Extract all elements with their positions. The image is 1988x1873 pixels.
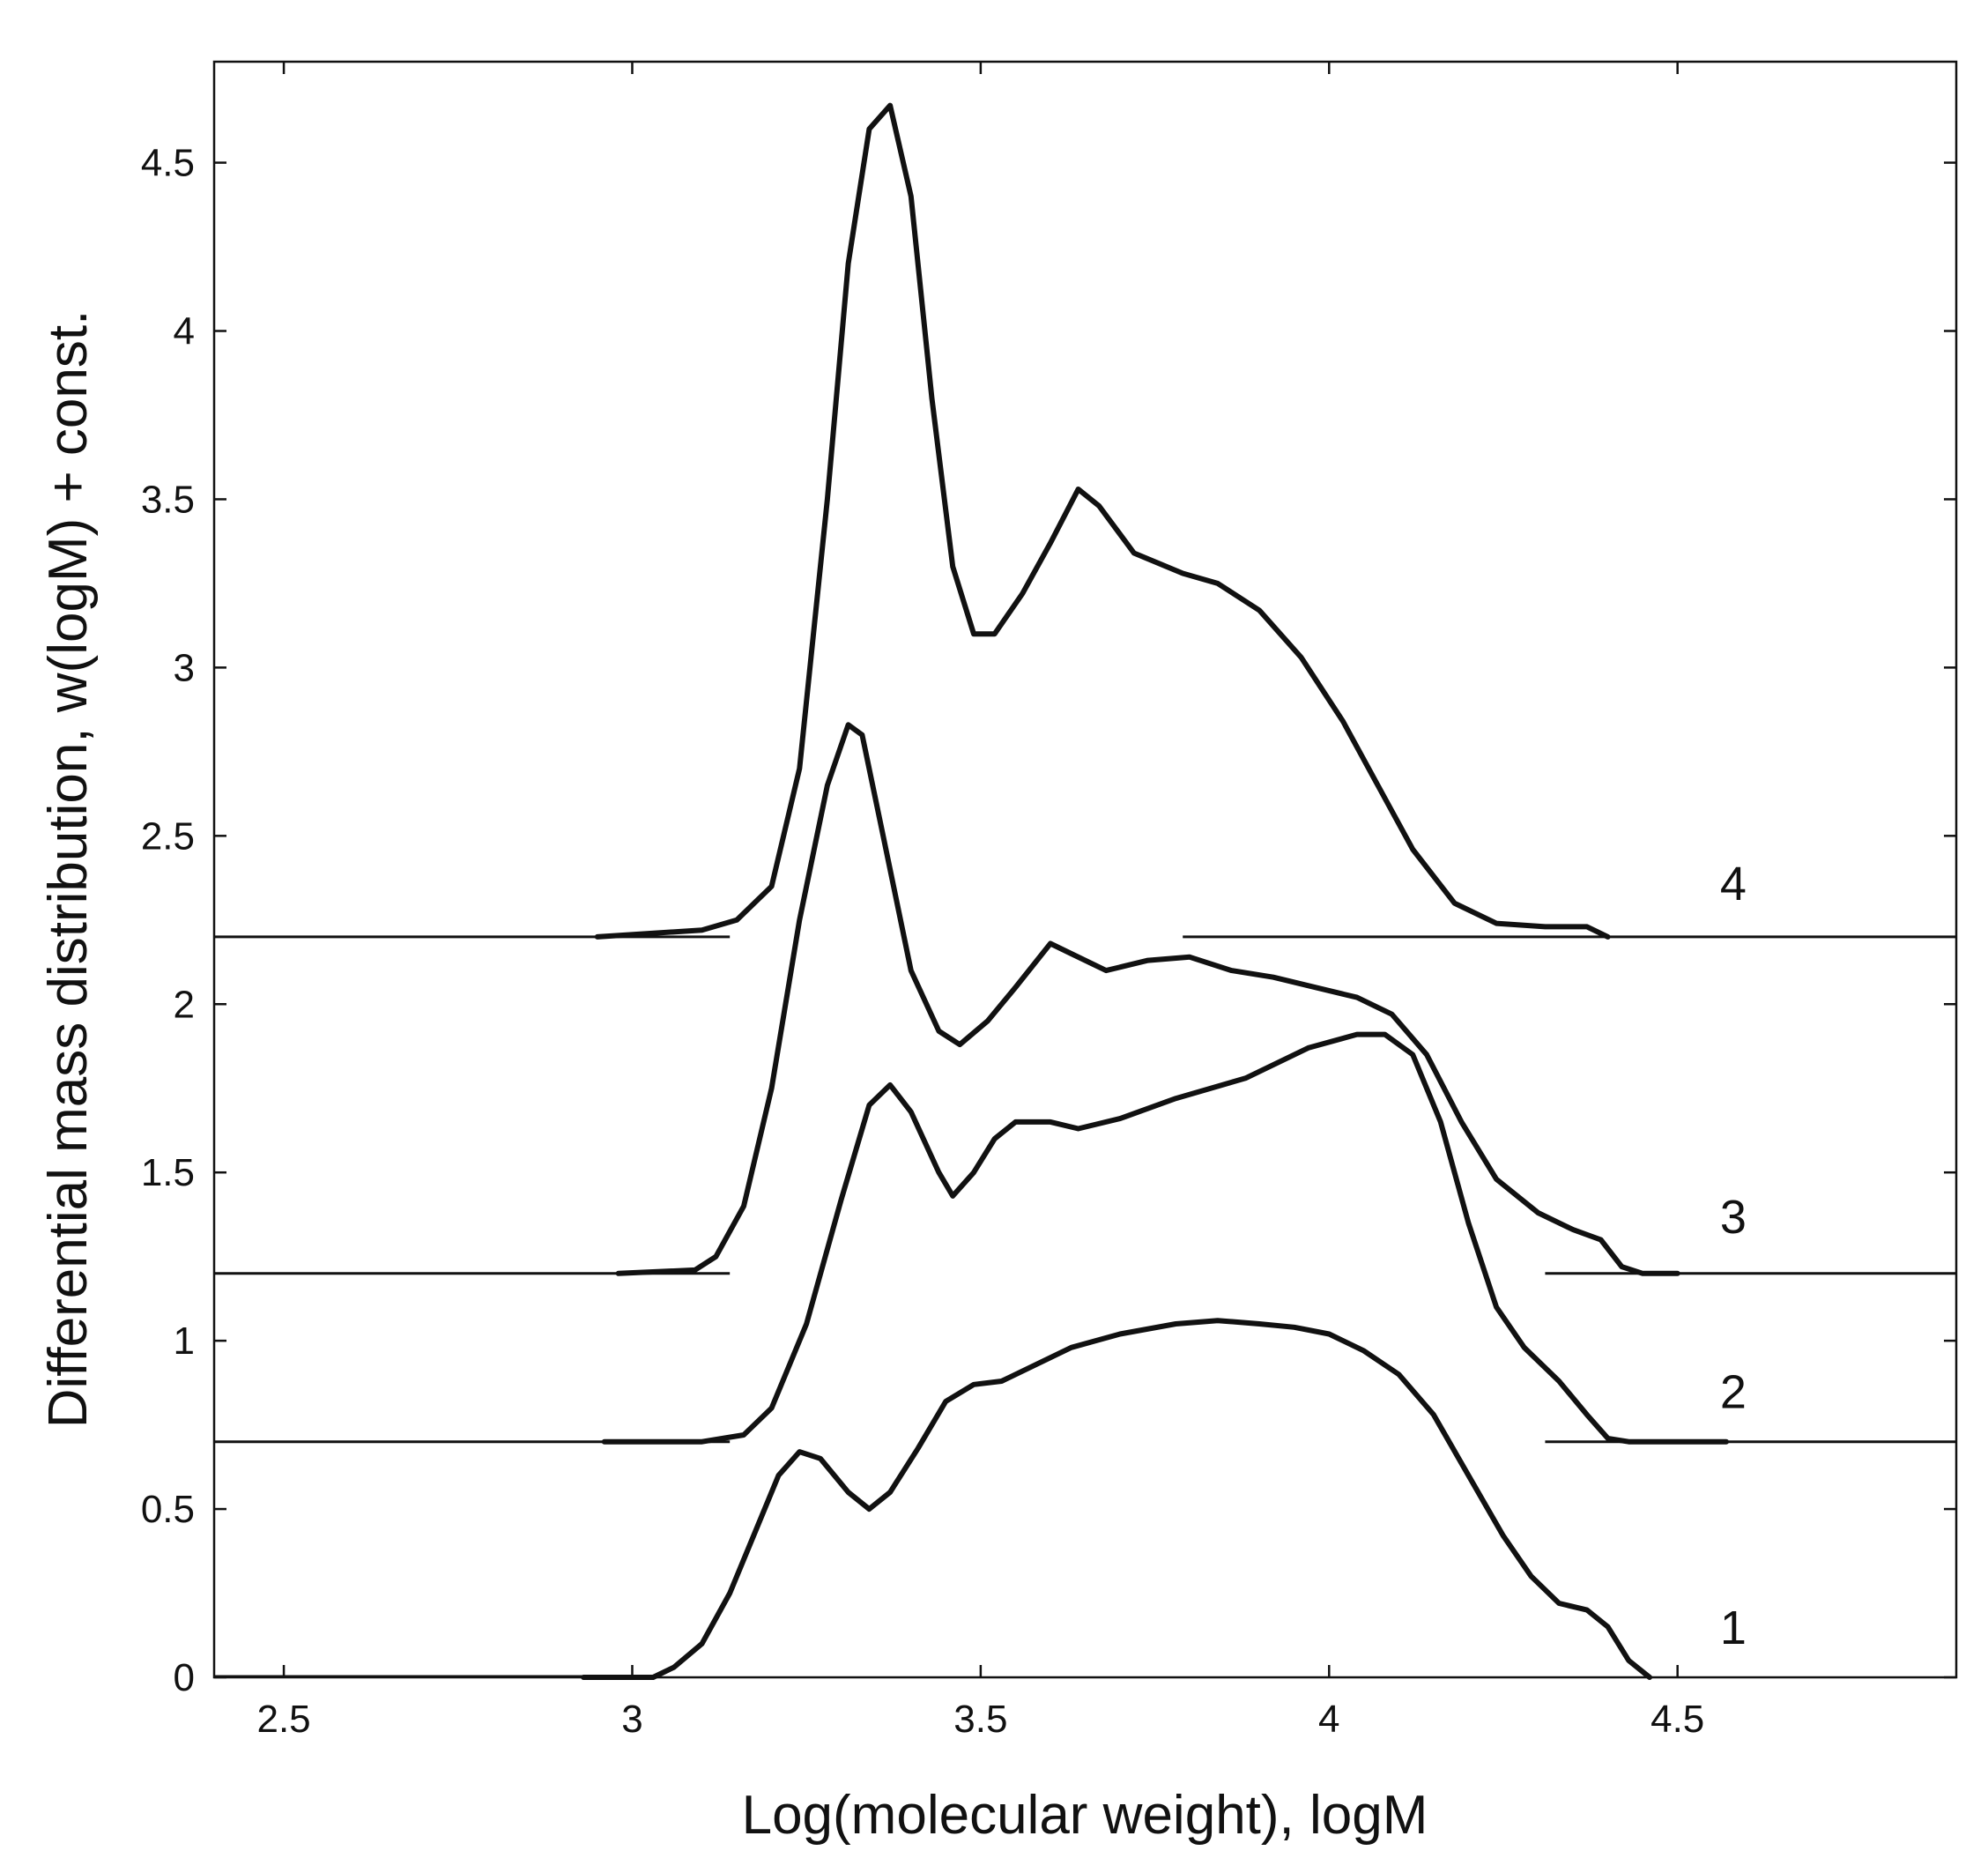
series-4-label: 4 xyxy=(1720,858,1747,910)
y-tick-label: 3.5 xyxy=(141,478,195,521)
x-tick-label: 2.5 xyxy=(256,1698,310,1741)
y-tick-label: 3 xyxy=(174,646,195,689)
y-tick-label: 0 xyxy=(174,1656,195,1699)
series-3-curve xyxy=(615,722,1680,1276)
series-1-label: 1 xyxy=(1720,1602,1747,1654)
series-4-curve xyxy=(594,102,1611,940)
baselines xyxy=(214,935,1956,1678)
y-tick-label: 1.5 xyxy=(141,1151,195,1194)
plot-frame xyxy=(212,60,1958,1679)
y-axis-title: Differential mass distribution, w(logM) … xyxy=(38,310,99,1429)
x-tick-label: 4 xyxy=(1318,1698,1339,1741)
x-axis-title: Log(molecular weight), logM xyxy=(742,1785,1428,1846)
y-tick-label: 4 xyxy=(174,310,195,353)
curve-labels: 1 2 3 4 xyxy=(1720,858,1747,1654)
series-1-curve xyxy=(581,1318,1652,1680)
x-tick-label: 3.5 xyxy=(953,1698,1007,1741)
series-2-label: 2 xyxy=(1720,1366,1747,1419)
x-tick-label: 4.5 xyxy=(1650,1698,1704,1741)
curves xyxy=(581,102,1729,1680)
y-tick-label: 4.5 xyxy=(141,142,195,185)
series-3-label: 3 xyxy=(1720,1191,1747,1244)
y-tick-label: 2 xyxy=(174,983,195,1026)
y-axis-ticks: 0 0.5 1 1.5 2 2.5 3 3.5 4 4.5 xyxy=(141,142,1956,1699)
y-tick-label: 2.5 xyxy=(141,814,195,858)
y-tick-label: 1 xyxy=(174,1319,195,1363)
x-tick-label: 3 xyxy=(621,1698,642,1741)
y-tick-label: 0.5 xyxy=(141,1488,195,1531)
x-axis-ticks: 2.5 3 3.5 4 4.5 xyxy=(256,62,1704,1741)
series-2-curve xyxy=(601,1031,1729,1445)
